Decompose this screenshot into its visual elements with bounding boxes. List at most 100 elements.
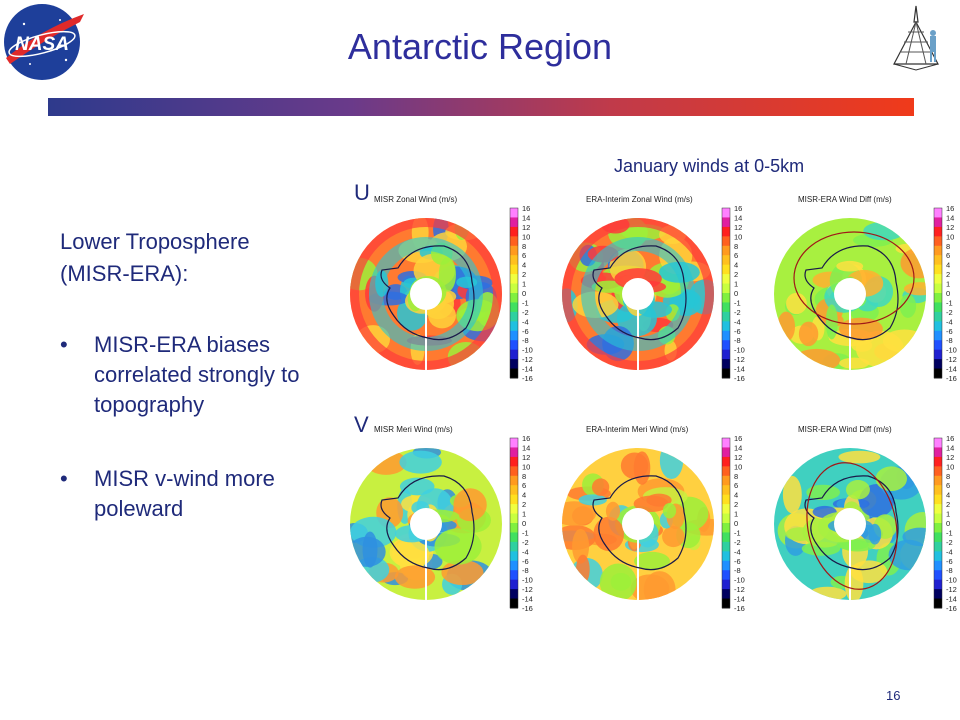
- panel-title: ERA-Interim Zonal Wind (m/s): [586, 195, 693, 204]
- colorbar-tick-label: -1: [734, 298, 741, 307]
- colorbar-tick-label: 6: [946, 481, 950, 490]
- colorbar-tick-label: 8: [734, 472, 738, 481]
- colorbar-tick-label: 4: [522, 261, 526, 270]
- colorbar-tick-label: -16: [734, 604, 745, 613]
- colorbar-tick-label: 1: [522, 280, 526, 289]
- wind-map-panel: MISR-ERA Wind Diff (m/s) 16 14 12 10 8 6 4 2 1 0 -1…: [772, 188, 960, 408]
- colorbar-tick-label: -6: [946, 557, 953, 566]
- colorbar-tick-label: -1: [946, 298, 953, 307]
- colorbar-tick-label: 2: [946, 500, 950, 509]
- antarctica-coastline: [592, 475, 687, 571]
- colorbar-tick-label: -1: [522, 528, 529, 537]
- colorbar-tick-label: 12: [734, 453, 742, 462]
- colorbar-tick-label: -1: [734, 528, 741, 537]
- colorbar-tick-label: -6: [946, 327, 953, 336]
- section-heading: Lower Troposphere (MISR-ERA):: [60, 229, 250, 286]
- colorbar-tick-label: -1: [522, 298, 529, 307]
- colorbar-tick-label: -2: [734, 538, 741, 547]
- colorbar-tick-label: -12: [522, 355, 533, 364]
- colorbar-tick-label: -14: [734, 595, 745, 604]
- colorbar-tick-label: 14: [522, 213, 530, 222]
- panel-title: MISR-ERA Wind Diff (m/s): [798, 195, 892, 204]
- bullet-item: MISR v-wind more poleward: [60, 464, 330, 524]
- row-label-u: U: [354, 180, 370, 205]
- colorbar-tick-label: -14: [946, 365, 957, 374]
- colorbar-tick-label: 1: [734, 510, 738, 519]
- colorbar-tick-label: 14: [734, 213, 742, 222]
- wind-map-panel: MISR-ERA Wind Diff (m/s) 16 14 12 10 8 6 4 2 1 0 -1…: [772, 418, 960, 638]
- antarctica-coastline: [380, 475, 475, 571]
- svg-text:NASA: NASA: [15, 34, 69, 55]
- colorbar-tick-label: -4: [734, 317, 741, 326]
- colorbar-tick-label: 10: [734, 232, 742, 241]
- antarctica-coastline: [804, 245, 899, 341]
- slide-title: Antarctic Region: [347, 26, 613, 67]
- colorbar-tick-label: -8: [734, 336, 741, 345]
- colorbar-tick-label: -16: [734, 374, 745, 383]
- panel-title: MISR-ERA Wind Diff (m/s): [798, 425, 892, 434]
- colorbar-tick-label: 8: [946, 472, 950, 481]
- colorbar-tick-label: -16: [946, 604, 957, 613]
- colorbar-tick-label: -16: [522, 374, 533, 383]
- colorbar-tick-label: -12: [946, 585, 957, 594]
- colorbar-tick-label: 10: [734, 462, 742, 471]
- colorbar-tick-label: -14: [522, 365, 533, 374]
- antarctica-coastline: [804, 475, 899, 571]
- colorbar-tick-label: 8: [946, 242, 950, 251]
- nasa-logo: NASA: [0, 0, 88, 88]
- colorbar-tick-label: 2: [946, 270, 950, 279]
- colorbar-tick-label: -8: [946, 336, 953, 345]
- colorbar-tick-label: -4: [522, 317, 529, 326]
- colorbar-tick-label: -10: [946, 576, 957, 585]
- colorbar-tick-label: -10: [522, 346, 533, 355]
- panel-title: ERA-Interim Meri Wind (m/s): [586, 425, 689, 434]
- colorbar-tick-label: 1: [946, 280, 950, 289]
- colorbar-tick-label: -6: [734, 327, 741, 336]
- colorbar-tick-label: -10: [522, 576, 533, 585]
- colorbar-tick-label: 0: [946, 289, 950, 298]
- colorbar-tick-label: 12: [522, 223, 530, 232]
- colorbar-tick-label: 16: [522, 204, 530, 213]
- colorbar-tick-label: 2: [522, 500, 526, 509]
- colorbar-tick-label: 16: [946, 434, 954, 443]
- antarctica-coastline: [592, 245, 687, 341]
- colorbar-tick-label: 14: [946, 213, 954, 222]
- colorbar-tick-label: -6: [522, 327, 529, 336]
- antarctica-coastline: [380, 245, 475, 341]
- colorbar-tick-label: -4: [522, 547, 529, 556]
- colorbar-tick-label: -10: [734, 346, 745, 355]
- colorbar-tick-label: 14: [946, 443, 954, 452]
- colorbar-tick-label: -8: [522, 566, 529, 575]
- colorbar-tick-label: -8: [522, 336, 529, 345]
- wind-map-panel: ERA-Interim Zonal Wind (m/s) 16 14 12 10 8 6 4 2…: [560, 188, 782, 408]
- colorbar-tick-label: 0: [522, 519, 526, 528]
- colorbar-tick-label: 16: [734, 204, 742, 213]
- colorbar-tick-label: 12: [734, 223, 742, 232]
- colorbar-tick-label: -8: [734, 566, 741, 575]
- colorbar-tick-label: -8: [946, 566, 953, 575]
- colorbar-tick-label: 8: [522, 472, 526, 481]
- colorbar-tick-label: 1: [734, 280, 738, 289]
- colorbar-tick-label: -1: [946, 528, 953, 537]
- colorbar-tick-label: -10: [946, 346, 957, 355]
- colorbar-tick-label: -4: [946, 547, 953, 556]
- colorbar-tick-label: -12: [734, 355, 745, 364]
- colorbar-tick-label: -14: [522, 595, 533, 604]
- colorbar-tick-label: -4: [946, 317, 953, 326]
- colorbar-tick-label: 4: [734, 261, 738, 270]
- colorbar-tick-label: 16: [522, 434, 530, 443]
- colorbar-tick-label: 8: [522, 242, 526, 251]
- colorbar-tick-label: -12: [522, 585, 533, 594]
- colorbar-tick-label: 6: [734, 481, 738, 490]
- colorbar-tick-label: -2: [946, 308, 953, 317]
- panel-title: MISR Meri Wind (m/s): [374, 425, 453, 434]
- colorbar-tick-label: 14: [734, 443, 742, 452]
- colorbar-tick-label: 6: [734, 251, 738, 260]
- colorbar-tick-label: 12: [946, 453, 954, 462]
- colorbar-tick-label: 12: [522, 453, 530, 462]
- colorbar-tick-label: 8: [734, 242, 738, 251]
- colorbar-tick-label: 1: [522, 510, 526, 519]
- colorbar-tick-label: -2: [734, 308, 741, 317]
- colorbar-tick-label: 1: [946, 510, 950, 519]
- colorbar-tick-label: 2: [522, 270, 526, 279]
